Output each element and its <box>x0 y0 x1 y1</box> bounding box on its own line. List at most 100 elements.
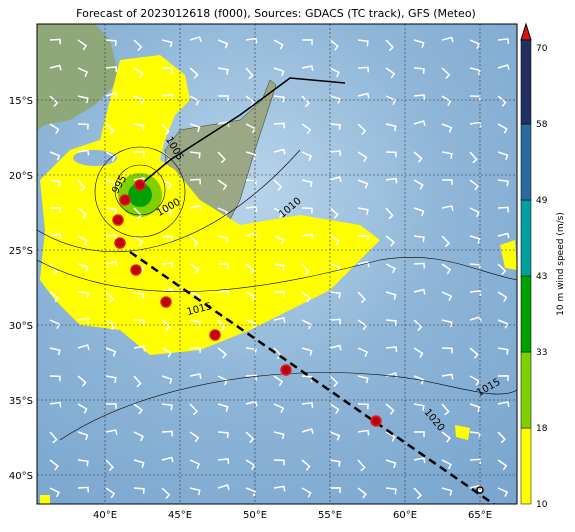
wind-barb <box>441 151 453 159</box>
wind-barb <box>385 487 397 495</box>
wind-barb <box>329 39 339 51</box>
wind-barb <box>385 177 398 184</box>
wind-barb <box>189 178 202 185</box>
wind-barb <box>105 66 118 72</box>
wind-barb <box>161 207 173 216</box>
wind-barb <box>301 65 314 72</box>
wind-barb <box>217 39 229 49</box>
wind-barb <box>105 260 118 267</box>
wind-barb <box>245 319 257 329</box>
wind-barb <box>189 431 200 443</box>
wind-barb <box>301 233 314 240</box>
wind-barb <box>273 317 286 324</box>
wind-barb <box>49 151 61 161</box>
wind-barb <box>273 67 285 77</box>
wind-barb <box>329 375 339 388</box>
wind-barb <box>133 459 145 468</box>
wind-barb <box>105 403 117 409</box>
wind-barb <box>105 151 116 162</box>
wind-barb <box>245 206 258 212</box>
wind-barbs <box>49 36 510 500</box>
wind-barb <box>217 67 229 75</box>
cyclone-symbol <box>134 179 146 191</box>
wind-barb <box>77 263 89 272</box>
wind-barb <box>469 39 481 49</box>
wind-barb <box>413 262 426 269</box>
wind-barb <box>217 484 230 491</box>
wind-barb <box>133 123 145 131</box>
wind-barb <box>469 403 481 413</box>
wind-barb <box>385 67 396 79</box>
wind-barb <box>133 319 145 326</box>
wind-barb <box>497 232 510 239</box>
wind-barb <box>189 95 200 106</box>
wind-barb <box>441 403 450 416</box>
wind-barb <box>105 123 115 135</box>
wind-barb <box>189 151 201 159</box>
wind-area <box>40 55 517 504</box>
wind-barb <box>413 288 426 295</box>
wind-barb <box>245 487 257 497</box>
wind-barb <box>413 94 426 100</box>
wind-barb <box>329 487 341 493</box>
wind-barb <box>49 401 62 408</box>
wind-barb <box>357 347 369 357</box>
wind-barb <box>497 38 510 44</box>
wind-barb <box>329 235 340 246</box>
wind-barb <box>161 487 171 500</box>
wind-barb <box>77 459 89 467</box>
wind-barb <box>301 179 313 188</box>
wind-barb <box>105 39 117 46</box>
cyclone-symbol <box>112 214 124 226</box>
wind-barb <box>105 429 118 436</box>
wind-barb <box>413 319 423 332</box>
wind-barb <box>49 64 62 71</box>
wind-barb <box>329 459 341 467</box>
wind-barb <box>413 457 426 464</box>
wind-barb <box>77 344 90 351</box>
wind-barb <box>189 319 201 327</box>
wind-barb <box>385 319 397 326</box>
wind-barb <box>161 375 173 385</box>
wind-barb <box>189 347 201 353</box>
wind-barb <box>413 179 424 190</box>
wind-barb <box>77 403 88 414</box>
wind-barb <box>441 235 450 248</box>
wind-barb <box>301 151 313 161</box>
wind-barb <box>217 263 229 270</box>
wind-barb <box>217 235 229 244</box>
lat-label: 40°S <box>9 471 33 482</box>
wind-barb <box>385 263 396 274</box>
wind-barb <box>49 123 60 134</box>
wind-barb <box>413 207 425 217</box>
wind-barb <box>497 459 508 471</box>
wind-barb <box>385 207 394 220</box>
wind-barb <box>273 207 284 218</box>
lon-label: 55°E <box>318 510 342 521</box>
wind-barb <box>497 487 509 497</box>
axes-labels: 40°E 45°E 50°E 55°E 60°E 65°E 15°S 20°S 25°S 30°S… <box>9 96 492 521</box>
wind-barb <box>441 347 453 354</box>
wind-barb <box>245 459 256 470</box>
wind-barb <box>273 263 285 271</box>
wind-barb <box>189 403 198 416</box>
wind-barb <box>413 347 424 358</box>
title: Forecast of 2023012618 (f000), Sources: … <box>76 7 476 20</box>
lon-label: 65°E <box>468 510 492 521</box>
wind-barb <box>413 375 425 385</box>
wind-barb <box>441 459 452 470</box>
wind-barb <box>357 487 367 499</box>
wind-barb <box>469 179 479 191</box>
wind-barb <box>273 459 285 466</box>
wind-barb <box>329 403 340 414</box>
wind-barb <box>385 95 397 105</box>
colorbar-tick: 18 <box>536 424 548 434</box>
wind-barb <box>469 151 478 164</box>
colorbar-tick: 70 <box>536 44 548 54</box>
wind-barb <box>357 403 369 410</box>
wind-barb <box>77 149 90 156</box>
wind-barb <box>441 95 452 106</box>
wind-barb <box>77 291 89 298</box>
wind-barb <box>77 207 87 219</box>
wind-barb <box>161 67 173 74</box>
